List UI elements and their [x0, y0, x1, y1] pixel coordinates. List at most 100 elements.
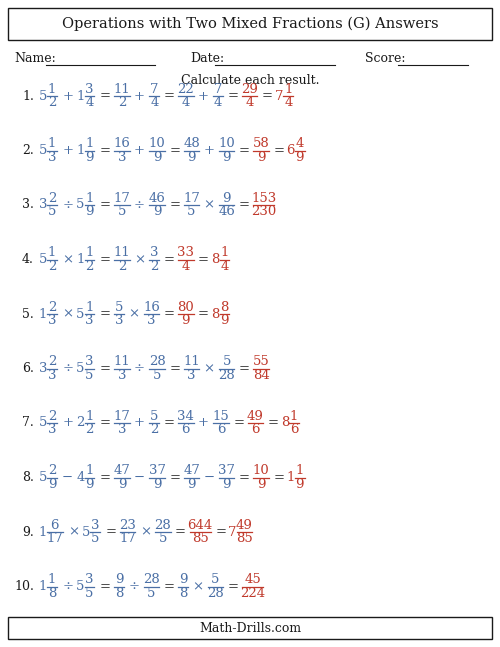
Text: −: − — [62, 471, 73, 484]
Text: −: − — [134, 471, 145, 484]
Text: 1: 1 — [48, 137, 56, 150]
Text: 5: 5 — [118, 205, 126, 218]
Text: 8: 8 — [211, 253, 220, 266]
Text: +: + — [204, 144, 214, 157]
Text: ×: × — [128, 307, 140, 320]
Text: ×: × — [140, 525, 151, 538]
Text: 33: 33 — [178, 246, 194, 259]
Text: =: = — [239, 471, 250, 484]
Text: 3: 3 — [48, 423, 56, 436]
Text: 1: 1 — [48, 83, 56, 96]
Text: 3: 3 — [85, 355, 94, 368]
Bar — [8, 617, 492, 639]
Text: ×: × — [134, 253, 145, 266]
Text: =: = — [239, 362, 250, 375]
Text: ÷: ÷ — [134, 362, 145, 375]
Text: 9: 9 — [85, 205, 94, 218]
Text: 5: 5 — [86, 587, 94, 600]
Text: 47: 47 — [183, 464, 200, 477]
Text: 9: 9 — [188, 151, 196, 164]
Text: 16: 16 — [143, 301, 160, 314]
Text: =: = — [228, 580, 238, 593]
Text: 45: 45 — [244, 573, 261, 586]
Text: 47: 47 — [114, 464, 130, 477]
Text: =: = — [239, 199, 250, 212]
Text: 1: 1 — [286, 471, 295, 484]
Text: 2: 2 — [48, 301, 56, 314]
Text: 48: 48 — [183, 137, 200, 150]
Text: 2: 2 — [86, 260, 94, 273]
Text: 5: 5 — [38, 417, 47, 430]
Text: ×: × — [68, 525, 79, 538]
Text: 224: 224 — [240, 587, 265, 600]
Text: 8: 8 — [211, 307, 220, 320]
Text: Math-Drills.com: Math-Drills.com — [199, 622, 301, 635]
Text: 49: 49 — [247, 410, 264, 422]
Text: =: = — [100, 417, 111, 430]
Text: Calculate each result.: Calculate each result. — [181, 74, 320, 87]
Text: 8: 8 — [220, 301, 228, 314]
Text: 85: 85 — [192, 532, 208, 545]
Text: 5: 5 — [148, 587, 156, 600]
Text: 1: 1 — [86, 410, 94, 422]
Text: ÷: ÷ — [62, 199, 73, 212]
Text: 4: 4 — [296, 137, 304, 150]
Text: =: = — [100, 362, 111, 375]
Text: 5: 5 — [115, 301, 124, 314]
Text: =: = — [164, 580, 174, 593]
Text: =: = — [100, 580, 111, 593]
Text: =: = — [198, 307, 209, 320]
Text: 1: 1 — [38, 525, 47, 538]
Text: 1: 1 — [86, 246, 94, 259]
Text: 9: 9 — [257, 151, 266, 164]
Text: 3: 3 — [85, 314, 94, 327]
Text: Date:: Date: — [190, 52, 224, 65]
Text: 2: 2 — [86, 423, 94, 436]
Text: Operations with Two Mixed Fractions (G) Answers: Operations with Two Mixed Fractions (G) … — [62, 17, 438, 31]
Text: 4: 4 — [214, 96, 222, 109]
Text: 7: 7 — [214, 83, 222, 96]
Text: =: = — [164, 417, 174, 430]
Text: =: = — [198, 253, 209, 266]
Text: 5: 5 — [76, 307, 84, 320]
Text: 5: 5 — [188, 205, 196, 218]
Text: 28: 28 — [149, 355, 166, 368]
Text: 9: 9 — [85, 151, 94, 164]
Text: 3: 3 — [85, 83, 94, 96]
Text: 9: 9 — [220, 314, 229, 327]
Text: 6: 6 — [286, 144, 295, 157]
Text: 9: 9 — [296, 151, 304, 164]
Text: 49: 49 — [236, 519, 253, 532]
Text: 1: 1 — [38, 307, 47, 320]
Text: 17: 17 — [46, 532, 64, 545]
Text: ×: × — [62, 253, 73, 266]
Text: 1: 1 — [296, 464, 304, 477]
Text: 17: 17 — [183, 192, 200, 204]
Text: 2: 2 — [150, 260, 158, 273]
Text: ×: × — [192, 580, 203, 593]
Text: 10: 10 — [218, 137, 235, 150]
Text: 1: 1 — [290, 410, 298, 422]
Text: =: = — [106, 525, 117, 538]
Text: 5: 5 — [82, 525, 90, 538]
Text: 55: 55 — [252, 355, 270, 368]
Text: 46: 46 — [148, 192, 166, 204]
Text: 9: 9 — [48, 478, 56, 491]
Text: 2: 2 — [76, 417, 84, 430]
Text: 1: 1 — [76, 253, 84, 266]
Text: 1: 1 — [86, 464, 94, 477]
Text: 1: 1 — [38, 580, 47, 593]
Text: 85: 85 — [236, 532, 253, 545]
Text: 17: 17 — [114, 192, 130, 204]
Text: 10.: 10. — [14, 580, 34, 593]
Text: 9: 9 — [188, 478, 196, 491]
Text: 5: 5 — [48, 205, 56, 218]
Text: 1: 1 — [48, 246, 56, 259]
Text: 9: 9 — [182, 314, 190, 327]
Text: =: = — [239, 144, 250, 157]
Text: 37: 37 — [148, 464, 166, 477]
Text: 11: 11 — [114, 355, 130, 368]
Text: 9: 9 — [85, 478, 94, 491]
Text: +: + — [62, 417, 73, 430]
Text: 9: 9 — [178, 573, 187, 586]
